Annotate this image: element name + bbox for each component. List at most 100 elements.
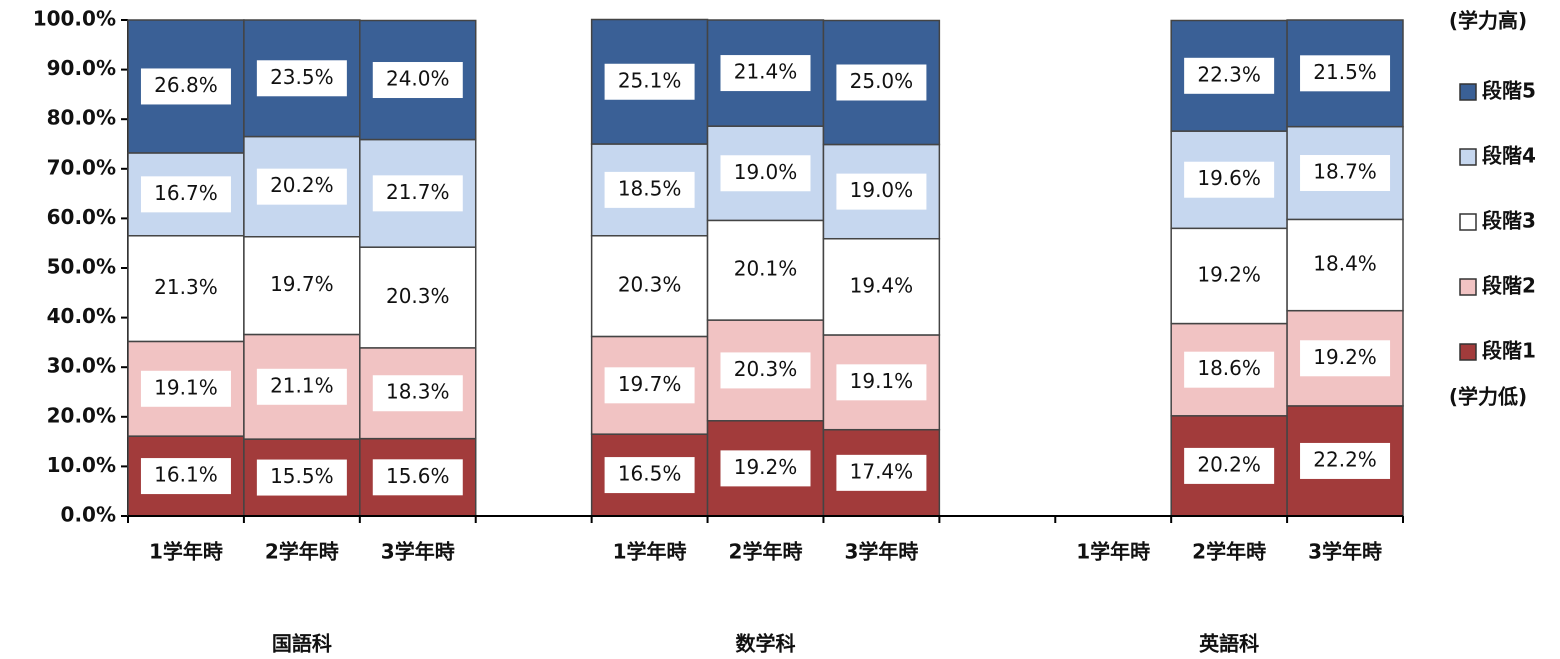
value-label-box [604,63,695,100]
value-label-box [720,55,811,92]
x-tick-label: 3学年時 [381,540,455,564]
value-label-box [1300,340,1391,377]
legend-note: (学力高) [1449,9,1527,33]
group-label: 数学科 [736,632,796,656]
value-label: 21.1% [270,373,334,397]
value-label-box [1184,257,1275,294]
value-label-box [720,352,811,389]
x-tick-label: 3学年時 [1308,540,1382,564]
value-label: 18.4% [1313,252,1377,276]
value-label-box [1300,442,1391,479]
value-label-box [1300,247,1391,284]
value-label-box [372,175,463,212]
value-label-box [372,279,463,316]
value-label: 20.2% [270,173,334,197]
y-tick-label: 60.0% [47,205,116,229]
value-label-box [604,367,695,404]
value-label: 18.3% [386,380,450,404]
value-label: 19.0% [850,178,914,202]
value-label-box [604,457,695,494]
group-label: 英語科 [1199,632,1259,656]
value-label: 21.3% [154,275,218,299]
value-label: 19.2% [734,455,798,479]
y-tick-label: 50.0% [47,255,116,279]
x-tick-label: 2学年時 [729,540,803,564]
x-tick-label: 3学年時 [844,540,918,564]
legend-label: 段階3 [1482,209,1536,233]
value-label: 18.5% [618,176,682,200]
y-tick-label: 90.0% [47,56,116,80]
x-tick-label: 1学年時 [1076,540,1150,564]
y-tick-label: 30.0% [47,354,116,378]
value-label: 25.1% [618,68,682,92]
value-label-box [140,370,231,407]
value-label: 20.3% [618,273,682,297]
value-label-box [836,268,927,305]
value-label-box [720,155,811,192]
value-label: 15.6% [386,464,450,488]
value-label: 23.5% [270,65,334,89]
value-label: 19.0% [734,160,798,184]
value-label: 20.3% [386,284,450,308]
value-label: 20.3% [734,357,798,381]
legend-label: 段階5 [1482,79,1536,103]
y-tick-label: 40.0% [47,304,116,328]
legend-label: 段階1 [1482,339,1536,363]
value-label: 19.2% [1313,345,1377,369]
value-label: 24.0% [386,67,450,91]
legend-swatch [1459,213,1477,231]
legend-swatch [1459,148,1477,166]
value-label-box [140,176,231,213]
value-label: 17.4% [850,459,914,483]
value-label: 22.3% [1197,62,1261,86]
x-tick-label: 1学年時 [613,540,687,564]
value-label-box [140,68,231,105]
value-label-box [256,60,347,97]
y-tick-label: 10.0% [47,453,116,477]
value-label-box [1184,447,1275,484]
value-label-box [372,62,463,99]
legend-note: (学力低) [1449,385,1527,409]
value-label-box [372,459,463,496]
y-tick-label: 20.0% [47,403,116,427]
value-label-box [1300,55,1391,92]
legend-label: 段階2 [1482,274,1536,298]
value-label: 18.7% [1313,160,1377,184]
value-label-box [1300,155,1391,192]
value-label: 16.1% [154,463,218,487]
value-label: 15.5% [270,464,334,488]
value-label-box [1184,57,1275,94]
value-label-box [1184,351,1275,388]
value-label-box [836,364,927,401]
value-label: 21.5% [1313,60,1377,84]
y-tick-label: 70.0% [47,155,116,179]
x-tick-label: 2学年時 [1192,540,1266,564]
value-label-box [836,173,927,210]
value-label-box [604,268,695,305]
value-label: 19.6% [1197,166,1261,190]
value-label-box [604,171,695,208]
value-label: 16.5% [618,462,682,486]
x-tick-label: 2学年時 [265,540,339,564]
value-label: 18.6% [1197,356,1261,380]
value-label-box [720,252,811,289]
y-tick-label: 80.0% [47,106,116,130]
value-label: 19.2% [1197,262,1261,286]
value-label: 21.4% [734,60,798,84]
value-label-box [836,64,927,101]
value-label-box [256,368,347,405]
value-label: 19.1% [850,369,914,393]
value-label-box [140,270,231,307]
value-label-box [836,454,927,491]
value-label: 16.7% [154,181,218,205]
legend-swatch [1459,83,1477,101]
value-label: 19.7% [270,272,334,296]
legend-swatch [1459,278,1477,296]
value-label: 19.1% [154,375,218,399]
value-label-box [256,168,347,205]
x-tick-label: 1学年時 [149,540,223,564]
legend-swatch [1459,343,1477,361]
value-label-box [372,375,463,412]
y-tick-label: 0.0% [61,503,116,527]
